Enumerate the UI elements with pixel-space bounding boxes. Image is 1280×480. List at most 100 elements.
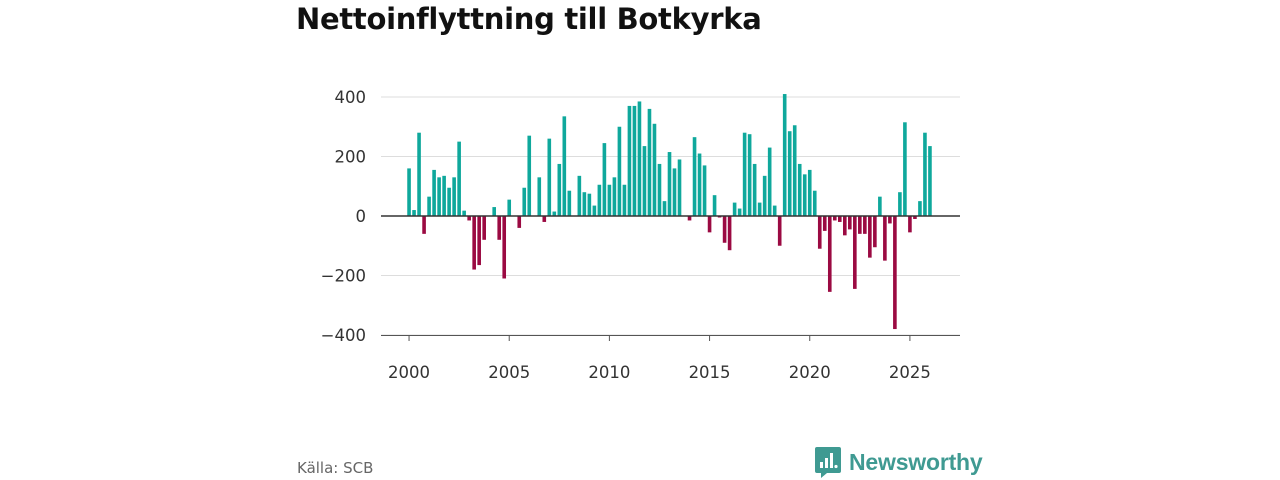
bar xyxy=(412,210,416,216)
bar xyxy=(472,216,476,270)
bar xyxy=(837,216,842,222)
bar xyxy=(737,208,742,216)
bar xyxy=(417,132,421,216)
bar xyxy=(832,216,837,221)
bar xyxy=(767,147,772,216)
bar xyxy=(592,205,597,216)
bar xyxy=(898,192,902,216)
bar xyxy=(517,216,522,228)
bar xyxy=(843,216,847,236)
bar xyxy=(878,196,882,216)
bar xyxy=(888,216,892,224)
bar xyxy=(873,216,877,248)
bar xyxy=(893,216,897,330)
bar xyxy=(607,184,612,216)
x-axis: 2000 2005 2010 2015 2020 2025 xyxy=(381,335,960,382)
x-tick-label: 2015 xyxy=(689,363,731,382)
bar xyxy=(432,169,436,216)
bar xyxy=(802,174,807,216)
bar xyxy=(577,175,582,216)
bar xyxy=(732,202,737,216)
bar xyxy=(652,123,657,216)
y-tick-label: 400 xyxy=(335,88,367,107)
bar xyxy=(817,216,822,249)
bar xyxy=(597,184,602,216)
bar xyxy=(547,138,552,216)
bar xyxy=(747,134,752,216)
bar xyxy=(527,135,532,216)
bar xyxy=(447,187,451,216)
x-tick-label: 2005 xyxy=(488,363,530,382)
bar xyxy=(848,216,852,230)
bar xyxy=(657,163,662,216)
bar xyxy=(702,165,707,216)
bar xyxy=(612,177,617,216)
bar xyxy=(677,159,682,216)
bar xyxy=(627,105,632,216)
bar xyxy=(622,184,627,216)
brand-logo[interactable]: Newsworthy xyxy=(814,446,983,478)
bars xyxy=(407,94,932,330)
bar xyxy=(422,216,426,234)
chart-title: Nettoinflyttning till Botkyrka xyxy=(296,2,762,36)
bar xyxy=(757,202,762,216)
newsworthy-logo-icon xyxy=(815,447,841,478)
brand-name: Newsworthy xyxy=(849,448,983,475)
bar xyxy=(587,193,592,216)
bar xyxy=(908,216,912,233)
bar xyxy=(687,216,692,221)
bar xyxy=(868,216,872,258)
bar xyxy=(667,152,672,216)
bar xyxy=(482,216,486,240)
bar xyxy=(883,216,887,261)
bar xyxy=(707,216,712,233)
y-tick-label: −200 xyxy=(321,267,366,286)
bar xyxy=(407,168,411,216)
bar xyxy=(557,163,562,216)
bar xyxy=(452,177,456,216)
bar xyxy=(647,108,652,216)
y-tick-label: −400 xyxy=(321,326,366,345)
bar xyxy=(522,187,527,216)
bar xyxy=(772,205,777,216)
bar xyxy=(928,146,932,216)
bar xyxy=(827,216,832,292)
bar xyxy=(787,131,792,216)
bar xyxy=(492,207,496,216)
bar xyxy=(602,143,607,216)
bar xyxy=(642,146,647,216)
bar xyxy=(672,168,677,216)
bar xyxy=(507,199,512,216)
bar xyxy=(437,177,441,216)
bar xyxy=(853,216,857,289)
bar xyxy=(542,216,547,222)
bar xyxy=(752,163,757,216)
bar xyxy=(632,105,637,216)
bar xyxy=(457,141,461,217)
bar xyxy=(462,210,466,216)
bar xyxy=(822,216,827,231)
y-axis-labels: −400 −200 0 200 400 xyxy=(321,88,366,345)
bar xyxy=(913,216,917,219)
bar xyxy=(427,196,431,216)
bar xyxy=(692,137,697,216)
bar xyxy=(797,163,802,216)
bar xyxy=(497,216,502,240)
bar xyxy=(722,216,727,243)
source-label: Källa: SCB xyxy=(297,459,374,477)
bar xyxy=(727,216,732,251)
x-tick-label: 2025 xyxy=(889,363,931,382)
bar xyxy=(812,190,817,216)
bar xyxy=(863,216,867,234)
bar xyxy=(637,101,642,216)
bar xyxy=(782,94,787,216)
bar xyxy=(562,116,567,216)
bar xyxy=(918,201,922,217)
bar xyxy=(502,216,507,279)
bar xyxy=(712,195,717,216)
bar xyxy=(442,175,446,216)
y-tick-label: 200 xyxy=(335,148,367,167)
bar xyxy=(697,153,702,216)
bar xyxy=(552,211,557,216)
